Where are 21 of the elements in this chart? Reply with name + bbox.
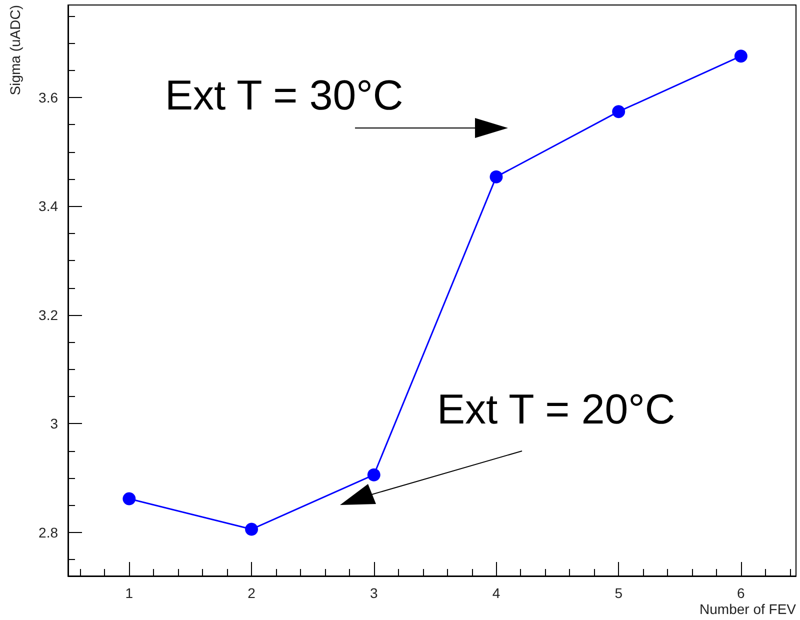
point <box>734 50 748 63</box>
x-tick-label: 6 <box>737 585 746 601</box>
y-tick-label: 3 <box>50 416 58 432</box>
point <box>367 468 380 482</box>
point <box>122 492 136 506</box>
annotation: Ext T = 30°C <box>165 72 404 118</box>
x-axis-title: Number of FEV <box>700 601 797 617</box>
y-tick-label: 3.4 <box>38 198 58 214</box>
y-tick-label: 3.6 <box>38 89 58 106</box>
point <box>245 522 258 536</box>
point <box>490 170 503 184</box>
annotation: Ext T = 20°C <box>437 386 676 432</box>
y-tick-label: 3.2 <box>38 306 58 323</box>
x-tick-label: 3 <box>370 585 378 601</box>
x-tick-label: 2 <box>248 585 256 601</box>
x-tick-label: 5 <box>614 585 623 601</box>
y-tick-label: 2.8 <box>38 524 58 540</box>
y-axis-title: Sigma (uADC) <box>7 5 23 96</box>
x-tick-label: 4 <box>492 585 500 601</box>
x-tick-label: 1 <box>125 585 134 601</box>
point <box>612 105 626 118</box>
